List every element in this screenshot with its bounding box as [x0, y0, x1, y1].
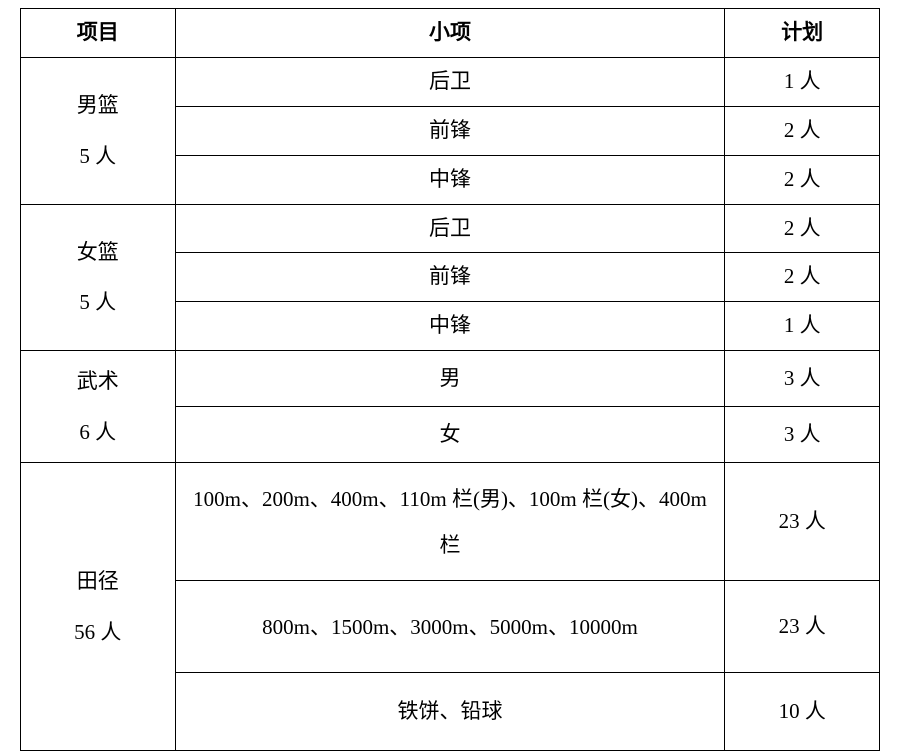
subitem-cell: 800m、1500m、3000m、5000m、10000m — [175, 581, 725, 673]
table-header-row: 项目 小项 计划 — [21, 9, 880, 58]
project-name: 女篮 — [77, 240, 119, 264]
plan-cell: 3 人 — [725, 351, 880, 407]
subitem-cell: 中锋 — [175, 155, 725, 204]
col-header-subitem: 小项 — [175, 9, 725, 58]
project-count: 5 人 — [79, 290, 116, 314]
project-cell-wushu: 武术 6 人 — [21, 351, 176, 463]
project-count: 56 人 — [74, 620, 121, 644]
table-row: 男篮 5 人 后卫 1 人 — [21, 57, 880, 106]
subitem-cell: 铁饼、铅球 — [175, 673, 725, 751]
table-row: 田径 56 人 100m、200m、400m、110m 栏(男)、100m 栏(… — [21, 463, 880, 581]
project-name: 田径 — [77, 569, 119, 593]
project-count: 6 人 — [79, 420, 116, 444]
plan-cell: 23 人 — [725, 581, 880, 673]
table-row: 武术 6 人 男 3 人 — [21, 351, 880, 407]
project-name: 男篮 — [77, 93, 119, 117]
plan-cell: 23 人 — [725, 463, 880, 581]
plan-cell: 1 人 — [725, 57, 880, 106]
subitem-cell: 女 — [175, 407, 725, 463]
project-name: 武术 — [77, 369, 119, 393]
col-header-plan: 计划 — [725, 9, 880, 58]
subitem-cell: 前锋 — [175, 106, 725, 155]
plan-cell: 2 人 — [725, 106, 880, 155]
plan-cell: 10 人 — [725, 673, 880, 751]
project-count: 5 人 — [79, 144, 116, 168]
plan-cell: 3 人 — [725, 407, 880, 463]
project-cell-track-field: 田径 56 人 — [21, 463, 176, 751]
subitem-cell: 后卫 — [175, 204, 725, 253]
plan-cell: 2 人 — [725, 253, 880, 302]
plan-cell: 1 人 — [725, 302, 880, 351]
plan-cell: 2 人 — [725, 155, 880, 204]
subitem-cell: 前锋 — [175, 253, 725, 302]
recruitment-table: 项目 小项 计划 男篮 5 人 后卫 1 人 前锋 2 人 中锋 2 人 女篮 … — [20, 8, 880, 751]
table-row: 女篮 5 人 后卫 2 人 — [21, 204, 880, 253]
plan-cell: 2 人 — [725, 204, 880, 253]
table-container: 项目 小项 计划 男篮 5 人 后卫 1 人 前锋 2 人 中锋 2 人 女篮 … — [0, 0, 900, 747]
col-header-project: 项目 — [21, 9, 176, 58]
subitem-cell: 男 — [175, 351, 725, 407]
project-cell-mens-basketball: 男篮 5 人 — [21, 57, 176, 204]
project-cell-womens-basketball: 女篮 5 人 — [21, 204, 176, 351]
subitem-cell: 100m、200m、400m、110m 栏(男)、100m 栏(女)、400m … — [175, 463, 725, 581]
subitem-cell: 后卫 — [175, 57, 725, 106]
subitem-cell: 中锋 — [175, 302, 725, 351]
